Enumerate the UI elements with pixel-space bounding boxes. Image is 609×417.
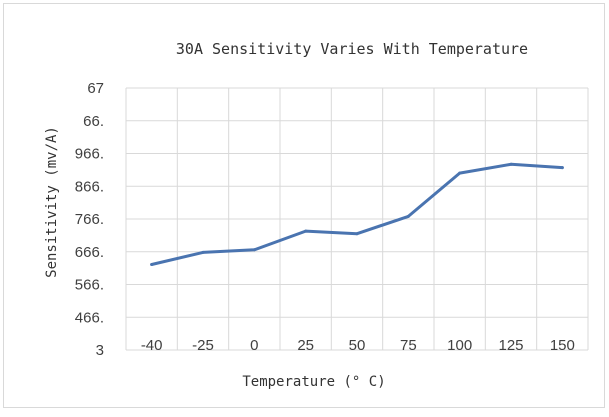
y-tick-label: 67: [87, 80, 104, 97]
x-tick-label: 125: [498, 337, 523, 354]
series-layer: [150, 162, 564, 267]
y-tick-label: 766.: [75, 211, 104, 228]
y-tick-label: 566.: [75, 277, 104, 294]
x-tick-label: -25: [192, 337, 214, 354]
x-tick-label: 25: [297, 337, 314, 354]
y-tick-label: 66.: [83, 113, 104, 130]
data-point: [406, 214, 410, 218]
data-point: [201, 250, 205, 254]
y-tick-label: 966.: [75, 146, 104, 163]
data-point: [304, 229, 308, 233]
x-tick-label: 150: [550, 337, 575, 354]
y-tick-label: 866.: [75, 178, 104, 195]
chart-title: 30A Sensitivity Varies With Temperature: [176, 40, 528, 58]
data-point: [355, 232, 359, 236]
x-tick-label: 75: [400, 337, 417, 354]
x-tick-label: -40: [141, 337, 163, 354]
data-point: [252, 248, 256, 252]
data-point: [458, 171, 462, 175]
data-point: [150, 263, 154, 267]
x-axis-label: Temperature (° C): [242, 374, 385, 390]
x-tick-label: 100: [447, 337, 472, 354]
data-point: [509, 162, 513, 166]
chart-border: [3, 3, 605, 408]
y-tick-label: 3: [96, 342, 104, 359]
y-tick-label: 666.: [75, 244, 104, 261]
grid-lines: [125, 87, 589, 351]
x-tick-label: 0: [250, 337, 258, 354]
y-axis-label: Sensitivity (mv/A): [44, 126, 60, 278]
x-axis-ticks: -40 -25 0 25 50 75 100 125 150: [141, 337, 575, 354]
y-axis-ticks: 3 466. 566. 666. 766. 866. 966. 66. 67: [75, 80, 104, 359]
data-point: [560, 166, 564, 170]
y-tick-label: 466.: [75, 309, 104, 326]
x-tick-label: 50: [349, 337, 366, 354]
